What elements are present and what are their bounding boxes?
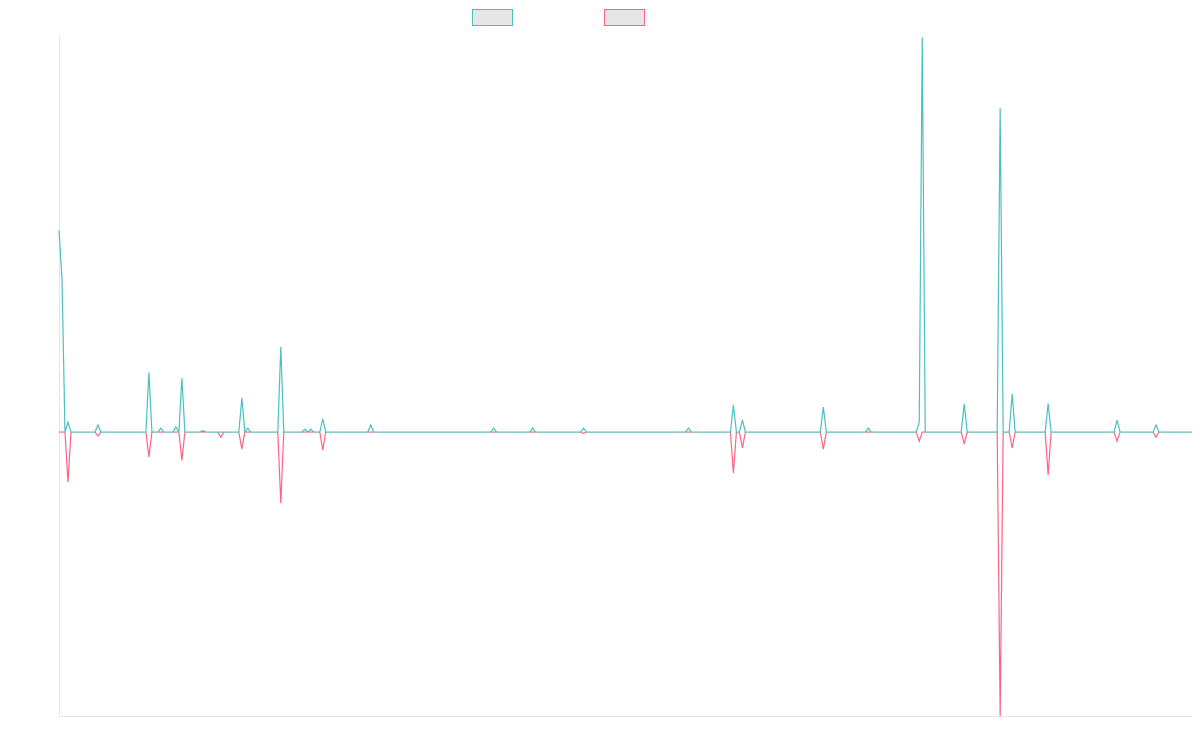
series-line — [59, 431, 1192, 717]
series-line — [58, 37, 1192, 435]
legend-swatch — [604, 9, 645, 26]
legend-swatch — [472, 9, 513, 26]
